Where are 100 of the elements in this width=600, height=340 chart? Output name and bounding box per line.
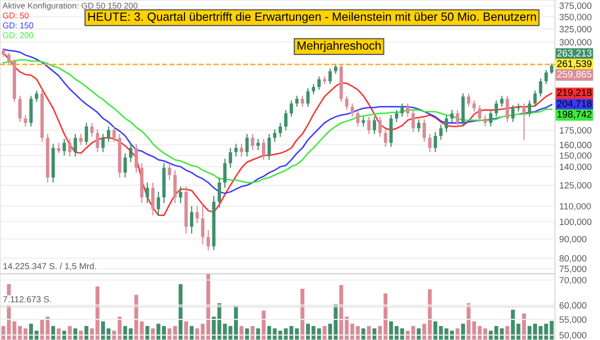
text: GD: 200 [2, 32, 34, 38]
ref-line-label: 261,539 [557, 60, 592, 68]
candlestick [472, 100, 476, 112]
candlestick [134, 143, 138, 174]
y-tick-label: 50,000 [560, 332, 586, 340]
candlestick [262, 138, 266, 160]
y-tick-label: 80,000 [560, 255, 586, 263]
candlestick [511, 104, 515, 123]
y-tick-label: 140,000 [560, 164, 592, 172]
candlestick [350, 102, 354, 118]
ref-line-label: 7.112.673 S. [3, 296, 51, 302]
text: 263,213 [557, 50, 592, 58]
candlestick [96, 128, 100, 153]
candlestick [356, 109, 360, 128]
candlestick [201, 206, 204, 246]
candlestick [57, 142, 60, 154]
candlestick [295, 95, 299, 108]
candlestick [124, 152, 127, 178]
y-tick-label: 375,000 [560, 2, 592, 10]
candlestick [494, 100, 498, 118]
candlestick [345, 95, 348, 111]
y-tick-label: 60,000 [560, 302, 586, 310]
text: GD: 150 [2, 22, 34, 28]
candlestick [444, 114, 448, 133]
candlestick [384, 128, 388, 148]
candlestick [68, 138, 72, 158]
candlestick [328, 68, 332, 85]
candlestick [284, 109, 288, 131]
candlestick [256, 138, 260, 151]
candlestick [422, 118, 426, 142]
candlestick [101, 133, 105, 153]
candlestick [151, 182, 155, 216]
y-tick-label: 160,000 [560, 142, 592, 150]
candlestick [173, 170, 177, 204]
candlestick [417, 118, 420, 133]
y-tick-label: 70,000 [560, 276, 586, 284]
annotation: Mehrjahreshoch [298, 41, 381, 52]
candlestick [500, 95, 504, 108]
y-tick-label: 175,000 [560, 127, 592, 135]
candlestick [90, 122, 94, 138]
y-tick-label: 325,000 [560, 26, 592, 34]
candlestick [146, 182, 149, 204]
candlestick [206, 230, 210, 251]
y-tick-label: 90,000 [560, 236, 586, 244]
y-tick-label: 150,000 [560, 152, 592, 160]
candlestick [129, 143, 132, 163]
candlestick [190, 206, 194, 234]
candlestick [550, 62, 554, 74]
candlestick [522, 102, 526, 140]
candlestick [428, 133, 432, 153]
candlestick [439, 124, 443, 140]
candlestick [478, 104, 482, 123]
candlestick [484, 114, 487, 128]
y-tick-label: 100,000 [560, 218, 592, 226]
candlestick [544, 69, 548, 85]
candlestick [434, 132, 438, 153]
candlestick [223, 158, 227, 188]
candlestick [528, 100, 532, 118]
data-label: 204,718 [557, 100, 592, 108]
candlestick [456, 109, 460, 128]
y-tick-label: 55,000 [560, 316, 586, 324]
candlestick [406, 102, 410, 118]
candlestick [268, 133, 271, 160]
candlestick [466, 92, 470, 108]
candlestick [290, 100, 294, 118]
candlestick [228, 147, 232, 168]
candlestick [218, 176, 222, 208]
candlestick [412, 109, 415, 133]
candlestick [273, 128, 276, 142]
legend-title: Aktive Konfiguration: GD 50 150 200 [2, 2, 138, 10]
candlestick [106, 126, 110, 142]
candlestick [367, 116, 371, 135]
candlestick [334, 64, 338, 74]
candlestick [112, 126, 116, 142]
candlestick [18, 95, 22, 123]
candlestick [7, 52, 11, 64]
candlestick [24, 114, 28, 128]
candlestick [84, 122, 88, 146]
candlestick [533, 90, 537, 108]
candlestick [62, 138, 66, 156]
candlestick [278, 122, 282, 138]
candlestick [362, 116, 366, 128]
y-tick-label: 350,000 [560, 14, 592, 22]
text: 259,865 [557, 70, 592, 79]
data-label: 198,742 [558, 110, 592, 119]
ref-line-label: 14.225.347 S. / 1,5 Mrd. [3, 262, 96, 270]
candlestick [506, 95, 510, 123]
text: HEUTE: 3. Quartal übertrifft die Erwartungen - Meilenstein mit über 50 Mio. Benutzern [88, 12, 536, 24]
candlestick [74, 133, 77, 158]
y-tick-label: 75,000 [560, 266, 586, 274]
candlestick [196, 206, 199, 224]
candlestick [79, 133, 83, 146]
y-tick-label: 300,000 [560, 39, 592, 46]
candlestick [372, 116, 376, 135]
data-label: 219,218 [557, 89, 592, 98]
candlestick [400, 102, 404, 118]
candlestick [312, 84, 316, 95]
candlestick [317, 76, 321, 90]
y-tick-label: 125,000 [560, 182, 592, 190]
y-tick-label: 110,000 [560, 203, 591, 211]
